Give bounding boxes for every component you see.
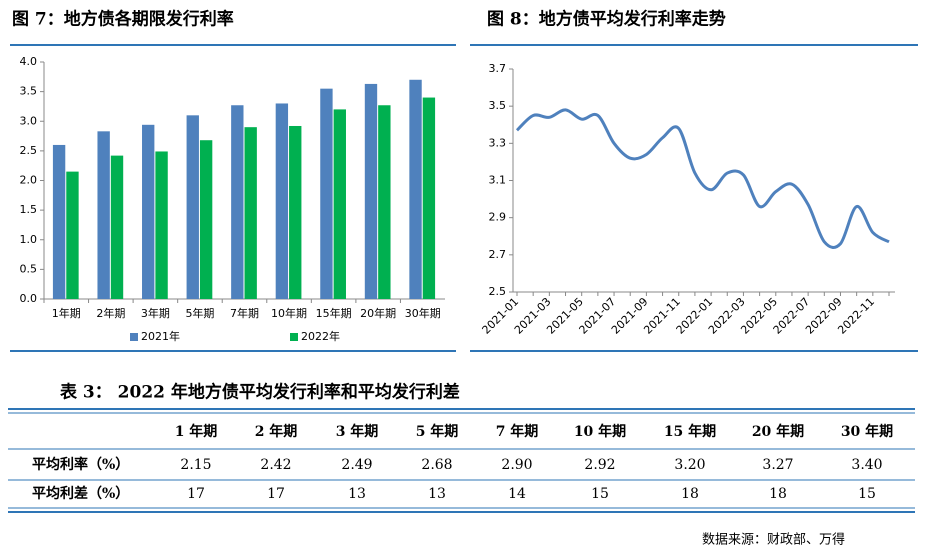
table-cell: 13	[348, 486, 366, 502]
x-tick-label: 20年期	[360, 306, 396, 320]
table-cell: 3.40	[851, 457, 882, 473]
y-tick-label: 1.5	[20, 203, 38, 216]
bar	[409, 79, 422, 300]
x-tick-label: 7年期	[230, 306, 259, 320]
bar	[289, 125, 302, 300]
bar	[142, 124, 155, 300]
bar	[231, 105, 244, 299]
y-tick-label: 0.0	[20, 292, 38, 305]
bar	[155, 151, 168, 299]
table-cell: 18	[681, 486, 699, 502]
legend-label: 2021年	[141, 329, 180, 343]
bar	[320, 88, 333, 299]
y-tick-label: 3.7	[489, 62, 507, 75]
chart-title: 图 8：地方债平均发行利率走势	[487, 9, 726, 30]
bar	[199, 140, 213, 299]
table-cell: 17	[187, 486, 205, 502]
bar	[364, 83, 378, 299]
table-cell: 13	[428, 486, 446, 502]
table-cell: 2.49	[341, 457, 372, 473]
legend-label: 2022年	[301, 329, 340, 343]
row-label: 平均利差（%）	[32, 485, 129, 502]
table-header: 1 年期	[175, 423, 218, 440]
table-header: 10 年期	[574, 423, 626, 440]
table-header: 5 年期	[416, 423, 459, 440]
table-cell: 2.42	[260, 457, 291, 473]
y-tick-label: 0.5	[20, 262, 38, 275]
legend-swatch	[290, 333, 298, 341]
row-label: 平均利率（%）	[32, 456, 129, 473]
y-tick-label: 3.0	[20, 114, 38, 127]
y-tick-label: 2.9	[489, 211, 507, 224]
y-tick-label: 2.5	[489, 285, 507, 298]
bar	[422, 97, 436, 299]
table-cell: 2.15	[180, 457, 211, 473]
bar	[97, 131, 110, 299]
line	[515, 108, 890, 249]
x-tick-label: 2年期	[96, 306, 125, 320]
legend-swatch	[130, 333, 138, 341]
table-header: 15 年期	[664, 423, 716, 440]
x-tick-label: 15年期	[316, 306, 352, 320]
bar	[52, 144, 66, 299]
bar	[333, 109, 346, 300]
bar	[186, 115, 199, 299]
table-cell: 15	[591, 486, 609, 502]
bar	[244, 127, 257, 299]
x-tick-label: 30年期	[405, 306, 441, 320]
bar	[66, 171, 79, 299]
y-tick-label: 2.5	[20, 144, 38, 157]
table-cell: 2.92	[584, 457, 615, 473]
y-tick-label: 2.7	[489, 248, 507, 261]
table-header: 7 年期	[496, 423, 539, 440]
y-tick-label: 3.5	[489, 99, 507, 112]
x-tick-label: 5年期	[185, 306, 214, 320]
source: 数据来源：财政部、万得	[702, 532, 845, 548]
table-cell: 3.27	[762, 457, 793, 473]
y-tick-label: 4.0	[20, 55, 38, 68]
x-tick-label: 1年期	[52, 306, 81, 320]
table-cell: 3.20	[674, 457, 705, 473]
y-tick-label: 3.1	[489, 174, 507, 187]
y-tick-label: 1.0	[20, 233, 38, 246]
table-header: 30 年期	[841, 423, 893, 440]
x-tick-label: 3年期	[141, 306, 170, 320]
table-cell: 17	[267, 486, 285, 502]
bar	[110, 155, 124, 299]
table-cell: 2.68	[421, 457, 452, 473]
x-tick-label: 10年期	[271, 306, 307, 320]
table-header: 3 年期	[336, 423, 379, 440]
table-cell: 15	[858, 486, 876, 502]
bar	[275, 103, 289, 299]
table-header: 2 年期	[255, 423, 298, 440]
table-title: 表 3： 2022 年地方债平均发行利率和平均发行利差	[60, 382, 460, 403]
table-header: 20 年期	[752, 423, 804, 440]
bar	[378, 105, 391, 299]
table-cell: 14	[508, 486, 526, 502]
y-tick-label: 3.3	[489, 136, 507, 149]
table-cell: 2.90	[501, 457, 532, 473]
table-cell: 18	[769, 486, 787, 502]
y-tick-label: 3.5	[20, 85, 38, 98]
y-tick-label: 2.0	[20, 174, 38, 187]
chart-title: 图 7：地方债各期限发行利率	[12, 9, 234, 30]
